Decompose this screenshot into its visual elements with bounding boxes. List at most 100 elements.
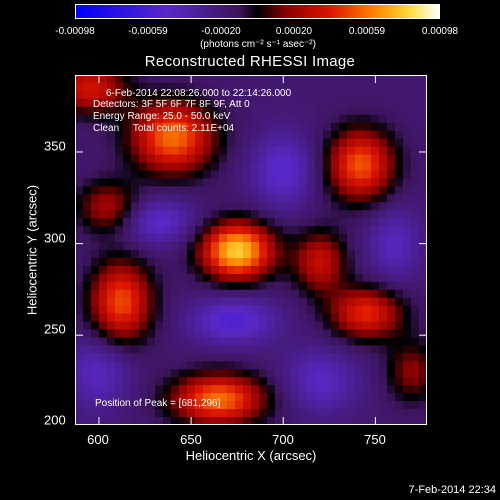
heatmap-cell: [75, 305, 84, 314]
heatmap-cell: [235, 90, 244, 100]
heatmap-cell: [115, 329, 124, 338]
heatmap-cell: [115, 162, 124, 171]
heatmap-cell: [339, 242, 348, 251]
heatmap-cell: [363, 385, 372, 394]
heatmap-cell: [75, 98, 84, 108]
heatmap-cell: [187, 82, 196, 92]
heatmap-cell: [395, 393, 404, 402]
heatmap-cell: [187, 369, 196, 378]
heatmap-cell: [283, 194, 292, 203]
heatmap-cell: [267, 353, 276, 362]
heatmap-cell: [91, 82, 100, 92]
heatmap-cell: [83, 250, 92, 259]
heatmap-cell: [243, 321, 252, 330]
heatmap-cell: [339, 75, 348, 84]
heatmap-cell: [307, 106, 316, 116]
heatmap-cell: [163, 162, 172, 171]
heatmap-cell: [315, 122, 324, 131]
heatmap-cell: [267, 114, 276, 124]
heatmap-cell: [203, 321, 212, 330]
heatmap-cell: [275, 90, 284, 100]
heatmap-cell: [363, 313, 372, 322]
heatmap-cell: [75, 146, 84, 155]
heatmap-cell: [355, 409, 364, 418]
heatmap-cell: [395, 75, 404, 84]
heatmap-cell: [99, 385, 108, 394]
heatmap-cell: [363, 273, 372, 283]
heatmap-cell: [187, 170, 196, 179]
heatmap-cell: [219, 369, 228, 378]
heatmap-cell: [307, 393, 316, 402]
heatmap-cell: [411, 305, 420, 314]
heatmap-cell: [387, 202, 396, 211]
heatmap-cell: [259, 114, 268, 124]
heatmap-cell: [179, 361, 188, 370]
heatmap-cell: [179, 265, 188, 275]
heatmap-cell: [147, 345, 156, 354]
heatmap-cell: [323, 361, 332, 370]
heatmap-cell: [203, 393, 212, 402]
heatmap-cell: [235, 313, 244, 322]
heatmap-cell: [387, 385, 396, 394]
heatmap-cell: [395, 162, 404, 171]
heatmap-cell: [395, 194, 404, 203]
heatmap-cell: [219, 305, 228, 314]
heatmap-cell: [75, 130, 84, 139]
heatmap-cell: [259, 138, 268, 147]
heatmap-cell: [115, 257, 124, 267]
heatmap-cell: [115, 321, 124, 330]
heatmap-cell: [251, 106, 260, 116]
heatmap-cell: [315, 210, 324, 219]
heatmap-cell: [91, 210, 100, 219]
heatmap-cell: [307, 226, 316, 235]
heatmap-cell: [299, 178, 308, 187]
heatmap-cell: [123, 226, 132, 235]
heatmap-cell: [395, 90, 404, 100]
heatmap-cell: [219, 106, 228, 116]
heatmap-cell: [75, 257, 84, 267]
heatmap-cell: [123, 75, 132, 84]
heatmap-cell: [115, 210, 124, 219]
heatmap-cell: [123, 401, 132, 410]
heatmap-cell: [419, 417, 427, 425]
heatmap-cell: [211, 305, 220, 314]
heatmap-cell: [139, 106, 148, 116]
heatmap-cell: [387, 75, 396, 84]
heatmap-cell: [283, 122, 292, 131]
heatmap-cell: [211, 345, 220, 354]
heatmap-cell: [283, 297, 292, 306]
heatmap-cell: [259, 417, 268, 425]
heatmap-cell: [227, 98, 236, 108]
heatmap-cell: [379, 122, 388, 131]
heatmap-cell: [299, 313, 308, 322]
heatmap-cell: [171, 82, 180, 92]
heatmap-cell: [331, 289, 340, 299]
heatmap-cell: [347, 178, 356, 187]
heatmap-cell: [403, 329, 412, 338]
heatmap-cell: [171, 226, 180, 235]
heatmap-cell: [379, 234, 388, 243]
heatmap-cell: [227, 122, 236, 131]
heatmap-cell: [259, 385, 268, 394]
heatmap-cell: [203, 194, 212, 203]
heatmap-cell: [347, 122, 356, 131]
x-tick-label: 700: [272, 432, 294, 447]
heatmap-cell: [227, 297, 236, 306]
heatmap-cell: [179, 178, 188, 187]
heatmap-cell: [331, 218, 340, 227]
heatmap-cell: [363, 345, 372, 354]
heatmap-cell: [267, 186, 276, 195]
heatmap-cell: [419, 98, 427, 108]
heatmap-cell: [107, 242, 116, 251]
heatmap-cell: [387, 417, 396, 425]
heatmap-cell: [235, 138, 244, 147]
heatmap-cell: [355, 345, 364, 354]
heatmap-cell: [75, 321, 84, 330]
heatmap-cell: [155, 289, 164, 299]
heatmap-cell: [259, 273, 268, 283]
heatmap-cell: [355, 273, 364, 283]
heatmap-cell: [227, 369, 236, 378]
heatmap-cell: [259, 257, 268, 267]
heatmap-cell: [419, 154, 427, 163]
heatmap-cell: [107, 401, 116, 410]
